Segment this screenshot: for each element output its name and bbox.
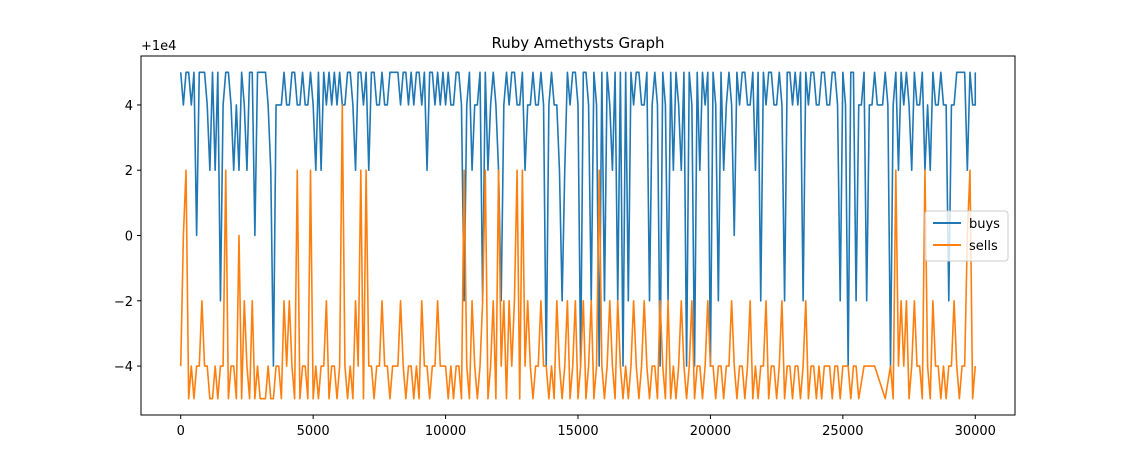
y-tick-label: 0 bbox=[125, 230, 133, 245]
series-line-buys bbox=[179, 71, 977, 367]
series-line-sells bbox=[179, 104, 977, 400]
x-tick-label: 15000 bbox=[557, 424, 598, 439]
chart-title: Ruby Amethysts Graph bbox=[491, 34, 664, 52]
x-tick-label: 25000 bbox=[822, 424, 863, 439]
y-axis: −4 −2 0 2 4 bbox=[114, 99, 141, 375]
legend-label-sells: sells bbox=[969, 239, 998, 254]
y-tick-label: −2 bbox=[114, 295, 133, 310]
x-axis: 0 5000 10000 15000 20000 25000 30000 bbox=[177, 415, 996, 439]
y-offset-label: +1e4 bbox=[141, 39, 176, 54]
x-tick-label: 20000 bbox=[690, 424, 731, 439]
x-tick-label: 0 bbox=[177, 424, 185, 439]
x-tick-label: 30000 bbox=[955, 424, 996, 439]
y-tick-label: 4 bbox=[125, 99, 133, 114]
x-tick-label: 10000 bbox=[425, 424, 466, 439]
x-tick-label: 5000 bbox=[297, 424, 330, 439]
legend: buys sells bbox=[924, 210, 1009, 262]
y-tick-label: −4 bbox=[114, 360, 133, 375]
y-tick-label: 2 bbox=[125, 164, 133, 179]
legend-label-buys: buys bbox=[969, 217, 1000, 232]
